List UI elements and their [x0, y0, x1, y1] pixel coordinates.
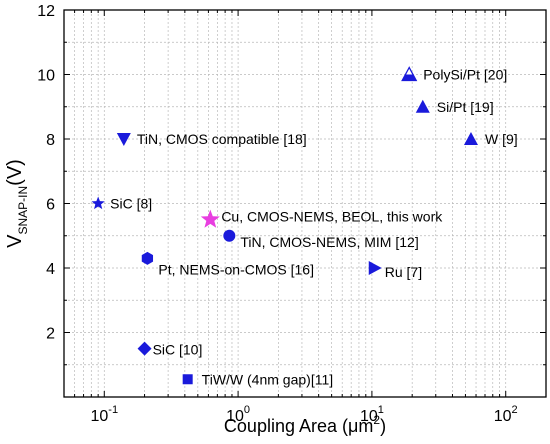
x-tick-label-base: 10: [226, 408, 244, 425]
triangle-marker: [463, 132, 478, 145]
x-axis-title-main: Coupling Area (μm: [224, 416, 373, 436]
x-tick-label: 100: [226, 404, 250, 425]
y-axis-title: VSNAP-IN(V): [4, 159, 30, 248]
point-label: Si/Pt [19]: [437, 99, 494, 115]
point-label: Ru [7]: [385, 264, 422, 280]
x-tick-label-exponent: 0: [244, 404, 250, 416]
data-points: [91, 66, 478, 385]
circle-marker: [223, 229, 236, 242]
x-tick-label: 10-1: [90, 404, 118, 425]
x-tick-label-base: 10: [494, 408, 512, 425]
x-tick-label-base: 10: [90, 408, 108, 425]
point-labels: PolySi/Pt [20] Si/Pt [19] W [9] TiN, CMOS c…: [110, 67, 517, 388]
point-label: Cu, CMOS-NEMS, BEOL, this work: [221, 209, 443, 225]
right-triangle-marker: [368, 261, 382, 275]
point-label: TiN, CMOS-NEMS, MIM [12]: [240, 234, 418, 250]
x-axis-title-end: ): [380, 416, 386, 436]
triangle-marker: [415, 99, 430, 113]
point-label: TiN, CMOS compatible [18]: [137, 131, 307, 147]
point-label: SiC [10]: [153, 342, 203, 358]
y-tick-label: 12: [37, 3, 55, 20]
x-tick-label: 101: [360, 404, 384, 425]
half-filled-triangle-marker: [401, 66, 418, 82]
y-tick-label: 8: [46, 132, 55, 149]
y-tick-label: 6: [46, 197, 55, 214]
y-axis-title-end: (V): [4, 159, 26, 186]
point-label: TiW/W (4nm gap)[11]: [202, 371, 333, 387]
hexagon-marker: [141, 251, 154, 265]
y-axis-title-sub: SNAP-IN: [16, 186, 30, 235]
grid: [64, 10, 546, 397]
point-label: SiC [8]: [110, 196, 152, 212]
down-triangle-marker: [116, 133, 131, 146]
point-label: W [9]: [485, 131, 518, 147]
point-label: PolySi/Pt [20]: [423, 67, 507, 83]
x-tick-label: 102: [494, 404, 518, 425]
x-axis-title: Coupling Area (μm2): [224, 413, 386, 436]
x-axis-title-sup: 2: [373, 413, 380, 427]
diamond-marker: [137, 341, 152, 356]
x-tick-label-base: 10: [360, 408, 378, 425]
y-tick-label: 10: [37, 68, 55, 85]
y-tick-label: 4: [46, 261, 55, 278]
x-tick-label-exponent: 1: [378, 404, 384, 416]
star-marker: [91, 196, 105, 210]
x-tick-label-exponent: 2: [512, 404, 518, 416]
highlight-star-marker: [200, 209, 220, 228]
square-marker: [182, 374, 193, 385]
y-axis-title-main: V: [4, 234, 26, 248]
y-tick-label: 2: [46, 326, 55, 343]
point-label: Pt, NEMS-on-CMOS [16]: [158, 261, 314, 277]
triangle-fill: [402, 74, 417, 81]
x-tick-label-exponent: -1: [108, 404, 118, 416]
